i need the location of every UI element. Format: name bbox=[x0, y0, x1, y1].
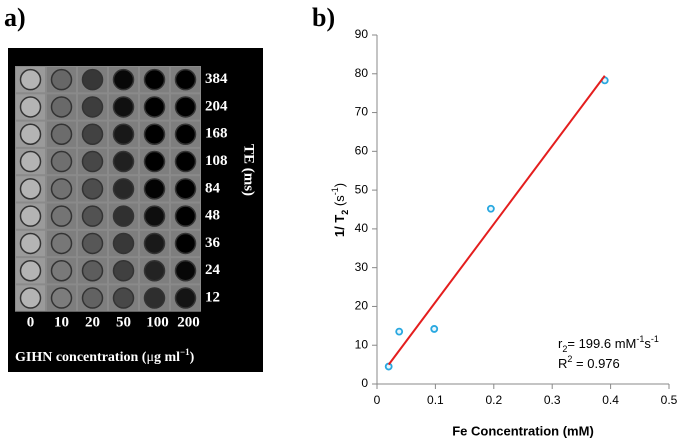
phantom-tube bbox=[19, 96, 42, 118]
phantom-tube bbox=[19, 68, 42, 91]
annotation: r2= 199.6 mM-1s-1 bbox=[558, 334, 659, 354]
te-value: 36 bbox=[205, 235, 221, 251]
y-tick-label: 60 bbox=[355, 144, 369, 158]
y-tick-label: 20 bbox=[355, 299, 369, 313]
y-tick-label: 10 bbox=[355, 337, 369, 351]
phantom-tube bbox=[81, 205, 104, 227]
te-value: 24 bbox=[205, 262, 221, 278]
phantom-tube bbox=[19, 150, 42, 173]
phantom-tube bbox=[19, 123, 42, 145]
phantom-tube bbox=[174, 123, 197, 145]
phantom-tube bbox=[112, 260, 135, 282]
data-point bbox=[430, 325, 439, 333]
panel-label: b) bbox=[312, 3, 335, 32]
phantom-tube bbox=[112, 150, 135, 173]
y-tick-label: 90 bbox=[355, 27, 369, 41]
te-value: 384 bbox=[205, 71, 228, 87]
concentration-value: 10 bbox=[54, 314, 69, 330]
phantom-tube bbox=[81, 260, 104, 282]
phantom-tube bbox=[112, 205, 135, 227]
x-tick-label: 0 bbox=[374, 393, 381, 407]
concentration-label: GIHN concentration (μg ml−1) bbox=[15, 347, 195, 365]
te-value: 84 bbox=[205, 180, 221, 196]
phantom-tube bbox=[19, 232, 42, 255]
phantom-tube bbox=[112, 96, 135, 118]
phantom-tube bbox=[143, 178, 166, 200]
x-tick-label: 0.5 bbox=[661, 393, 678, 407]
concentration-value: 100 bbox=[146, 314, 169, 330]
y-axis-label: 1/ T2 (s-1) bbox=[330, 183, 350, 237]
phantom-tube bbox=[50, 260, 73, 282]
phantom-tube bbox=[174, 260, 197, 282]
phantom-tube bbox=[143, 260, 166, 282]
y-tick-label: 40 bbox=[355, 221, 369, 235]
phantom-tube bbox=[81, 123, 104, 145]
phantom-tube bbox=[112, 68, 135, 91]
data-point bbox=[395, 327, 404, 336]
phantom-tube bbox=[50, 150, 73, 173]
phantom-tube bbox=[50, 123, 73, 145]
phantom-tube bbox=[174, 287, 197, 309]
phantom-tube bbox=[143, 150, 166, 173]
phantom-tube bbox=[174, 205, 197, 227]
x-tick-label: 0.2 bbox=[485, 393, 502, 407]
y-tick-label: 50 bbox=[355, 182, 369, 196]
phantom-tube bbox=[143, 205, 166, 227]
data-point bbox=[486, 204, 495, 213]
phantom-tube bbox=[50, 205, 73, 227]
phantom-tube bbox=[143, 123, 166, 145]
phantom-tube bbox=[174, 68, 197, 91]
phantom-tube bbox=[174, 96, 197, 118]
concentration-value: 0 bbox=[27, 314, 35, 330]
phantom-tube bbox=[50, 287, 73, 309]
phantom-tube bbox=[112, 287, 135, 309]
phantom-tube bbox=[19, 178, 42, 200]
x-tick-label: 0.4 bbox=[602, 393, 619, 407]
fit-line bbox=[387, 75, 606, 366]
phantom-tube bbox=[143, 287, 166, 309]
te-label: TE (ms) bbox=[241, 144, 257, 196]
phantom-tube bbox=[50, 68, 73, 91]
phantom-tube bbox=[112, 178, 135, 200]
phantom-tube bbox=[50, 96, 73, 118]
te-value: 48 bbox=[205, 208, 220, 224]
concentration-value: 50 bbox=[116, 314, 131, 330]
x-tick-label: 0.1 bbox=[427, 393, 444, 407]
image-area bbox=[15, 66, 201, 312]
y-tick-label: 70 bbox=[355, 105, 369, 119]
phantom-tube bbox=[81, 150, 104, 173]
phantom-tube bbox=[81, 287, 104, 309]
phantom-tube bbox=[143, 68, 166, 91]
x-tick-label: 0.3 bbox=[544, 393, 561, 407]
annotation: R2 = 0.976 bbox=[558, 354, 620, 371]
x-axis-label: Fe Concentration (mM) bbox=[452, 423, 594, 438]
phantom-tube bbox=[174, 232, 197, 255]
phantom-tube bbox=[143, 96, 166, 118]
phantom-tube bbox=[174, 178, 197, 200]
phantom-tube bbox=[174, 150, 197, 173]
panel-label: a) bbox=[4, 3, 26, 32]
phantom-tube bbox=[143, 232, 166, 255]
phantom-tube bbox=[81, 178, 104, 200]
phantom-tube bbox=[112, 123, 135, 145]
concentration-value: 200 bbox=[177, 314, 200, 330]
phantom-tube bbox=[81, 96, 104, 118]
phantom-tube bbox=[50, 178, 73, 200]
phantom-tube bbox=[81, 232, 104, 255]
concentration-value: 20 bbox=[85, 314, 100, 330]
phantom-tube bbox=[50, 232, 73, 255]
phantom-tube bbox=[19, 260, 42, 282]
y-tick-label: 80 bbox=[355, 66, 369, 80]
y-tick-label: 30 bbox=[355, 260, 369, 274]
phantom-tube bbox=[81, 68, 104, 91]
phantom-tube bbox=[112, 232, 135, 255]
y-tick-label: 0 bbox=[361, 376, 368, 390]
te-value: 108 bbox=[205, 153, 228, 169]
phantom-tube bbox=[19, 287, 42, 309]
te-value: 204 bbox=[205, 98, 228, 114]
te-value: 12 bbox=[205, 289, 220, 305]
te-value: 168 bbox=[205, 126, 228, 142]
phantom-tube bbox=[19, 205, 42, 227]
